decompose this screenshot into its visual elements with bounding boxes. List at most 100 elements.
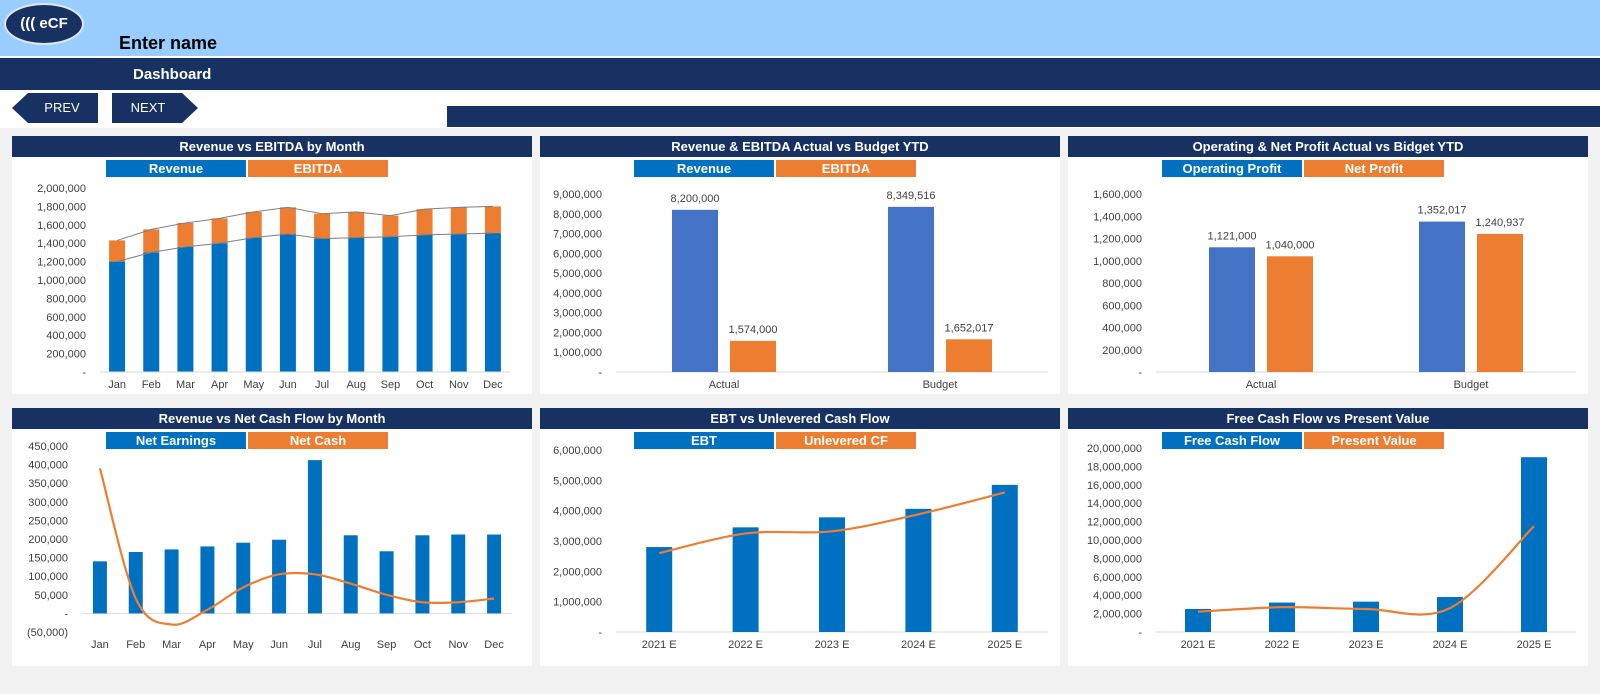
x-tick-label: Feb (126, 639, 145, 651)
sub-bar (447, 106, 1600, 127)
x-tick-label: Apr (211, 379, 228, 391)
bar-net-earnings (92, 561, 107, 614)
panel-ebt-unlevered: EBT vs Unlevered Cash Flow EBT Unlevered… (540, 408, 1060, 666)
y-tick-label: 1,000,000 (553, 347, 602, 359)
x-tick-label: Dec (484, 639, 504, 651)
chart-operating-net-profit: - 200,000 400,000 600,000 800,000 1,000,000 1,… (1093, 189, 1576, 391)
prev-button[interactable]: PREV (12, 93, 98, 123)
y-tick-label: 4,000,000 (553, 506, 602, 518)
y-tick-label: 3,000,000 (553, 308, 602, 320)
x-tick-label: Jan (91, 639, 109, 651)
y-tick-label: 200,000 (28, 534, 68, 546)
data-label: 8,200,000 (671, 193, 720, 205)
bar-net-profit (1477, 233, 1523, 372)
bar-free-cash-flow (1521, 457, 1547, 632)
x-tick-label: Oct (414, 639, 431, 651)
legend-free-cash-flow: Free Cash Flow (1162, 432, 1302, 449)
panel-operating-net-profit: Operating & Net Profit Actual vs Bidget … (1068, 136, 1588, 394)
bar-ebitda (109, 240, 126, 262)
bar-ebitda (143, 229, 160, 253)
dashboard-area: Revenue vs EBITDA by Month Revenue EBITD… (0, 128, 1600, 694)
x-tick-label: 2022 E (728, 639, 763, 651)
bar-ebitda (314, 213, 331, 239)
y-tick-label: 9,000,000 (553, 189, 602, 201)
bar-revenue (672, 209, 718, 372)
bar-ebitda (279, 207, 296, 234)
data-label: 1,040,000 (1266, 239, 1315, 251)
x-tick-label: Apr (199, 639, 216, 651)
x-tick-label: 2023 E (815, 639, 850, 651)
legend-present-value: Present Value (1304, 432, 1444, 449)
y-tick-label: 1,400,000 (1093, 211, 1142, 223)
data-label: 1,240,937 (1476, 217, 1525, 229)
y-tick-label: 800,000 (46, 293, 86, 305)
x-tick-label: Oct (416, 379, 433, 391)
bar-operating-profit (1419, 221, 1465, 372)
y-tick-label: 14,000,000 (1087, 498, 1142, 510)
x-tick-label: Budget (923, 379, 958, 391)
bar-ebt (905, 508, 932, 632)
y-tick-label: 1,200,000 (37, 257, 86, 269)
bar-ebt (646, 547, 673, 632)
bar-free-cash-flow (1185, 609, 1211, 632)
x-tick-label: Jun (270, 639, 288, 651)
y-tick-label: 2,000,000 (1093, 609, 1142, 621)
data-label: 1,652,017 (945, 322, 994, 334)
panel-revenue-ebitda-month: Revenue vs EBITDA by Month Revenue EBITD… (12, 136, 532, 394)
x-tick-label: 2022 E (1265, 639, 1300, 651)
y-tick-label: 1,200,000 (1093, 234, 1142, 246)
bar-ebitda (484, 206, 501, 234)
x-tick-label: 2024 E (901, 639, 936, 651)
bar-net-earnings (451, 534, 466, 614)
next-button[interactable]: NEXT (112, 93, 198, 123)
chart-net-cash-flow: (50,000) - 50,000 100,000 150,000 200,000 250,… (27, 441, 512, 651)
x-tick-label: Nov (449, 379, 469, 391)
bar-ebitda (450, 207, 467, 234)
bar-revenue (348, 237, 365, 372)
bar-revenue (416, 234, 433, 372)
bar-revenue (279, 234, 296, 372)
bar-net-earnings (415, 535, 430, 614)
bar-ebt (819, 517, 845, 632)
series-line-net-cash (98, 468, 495, 626)
panel-fcf-present-value: Free Cash Flow vs Present Value Free Cas… (1068, 408, 1588, 666)
bar-net-earnings (200, 546, 215, 614)
y-tick-label: 1,600,000 (1093, 189, 1142, 201)
y-tick-label: 450,000 (28, 441, 68, 453)
y-tick-label: 5,000,000 (553, 475, 602, 487)
y-tick-label: 3,000,000 (553, 536, 602, 548)
y-tick-label: 250,000 (28, 515, 68, 527)
y-tick-label: 6,000,000 (553, 248, 602, 260)
y-tick-label: 1,000,000 (553, 597, 602, 609)
data-label: 1,574,000 (729, 324, 778, 336)
bar-revenue (450, 234, 467, 372)
y-tick-label: - (1138, 367, 1142, 379)
y-tick-label: 6,000,000 (1093, 572, 1142, 584)
bar-ebt (991, 484, 1018, 632)
bar-ebitda (245, 211, 262, 238)
bar-ebitda (730, 340, 776, 372)
chart-revenue-ebitda-ytd: - 1,000,000 2,000,000 3,000,000 4,000,000 5,0… (553, 189, 1048, 391)
x-tick-label: Actual (709, 379, 740, 391)
x-tick-label: Actual (1246, 379, 1277, 391)
y-tick-label: 1,600,000 (37, 220, 86, 232)
bar-net-earnings (379, 551, 394, 614)
legend-ebitda: EBITDA (248, 160, 388, 177)
data-label: 8,349,516 (887, 190, 936, 202)
bar-ebitda (382, 215, 399, 237)
legend-net-cash: Net Cash (248, 432, 388, 449)
y-tick-label: 100,000 (28, 571, 68, 583)
x-tick-label: Dec (483, 379, 503, 391)
x-tick-label: Jun (279, 379, 297, 391)
top-banner (0, 0, 1600, 56)
company-name: Enter name (119, 33, 218, 53)
bar-ebitda (211, 218, 228, 244)
bar-net-profit (1267, 256, 1313, 372)
series-line-revenue (116, 232, 493, 263)
y-tick-label: 1,800,000 (37, 201, 86, 213)
x-tick-label: Mar (176, 379, 195, 391)
y-tick-label: 20,000,000 (1087, 443, 1142, 455)
y-tick-label: 1,000,000 (1093, 256, 1142, 268)
x-tick-label: 2021 E (642, 639, 677, 651)
data-label: 1,352,017 (1418, 205, 1467, 217)
